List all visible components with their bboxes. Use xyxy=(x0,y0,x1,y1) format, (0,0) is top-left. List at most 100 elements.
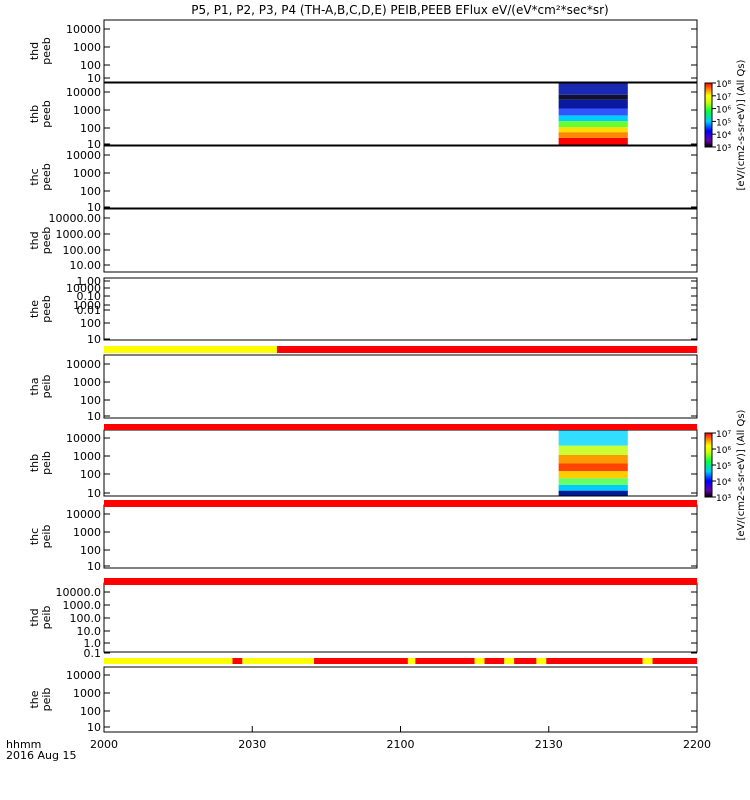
colorbar-label: [eV/(cm2-s-sr-eV)] (All Qs) xyxy=(736,409,747,540)
colorbar-tick-label: 10⁴ xyxy=(716,478,731,488)
spectrogram-band xyxy=(558,463,628,472)
y-tick-label: 100 xyxy=(80,705,101,718)
spectrogram-band xyxy=(558,478,628,485)
status-segment-red xyxy=(546,658,643,664)
y-tick-label: 100.0 xyxy=(70,612,102,625)
chart-title: P5, P1, P2, P3, P4 (TH-A,B,C,D,E) PEIB,P… xyxy=(191,3,608,17)
panel-label: peeb xyxy=(40,227,53,255)
panel-label: thc xyxy=(28,528,41,545)
status-bar xyxy=(104,578,697,585)
spectrogram-band xyxy=(558,137,628,145)
panel-frame xyxy=(103,582,698,653)
status-bar xyxy=(104,424,697,430)
status-segment-yellow xyxy=(104,346,277,353)
status-bars-layer xyxy=(104,346,697,664)
panel-the-peeb: 10000 1000 100 10 the peeb xyxy=(28,277,698,346)
panel-tha-peib: 10000 1000 100 10 tha peib xyxy=(28,354,698,423)
y-tick-label: 10 xyxy=(87,72,101,85)
y-tick-label: 100 xyxy=(80,544,101,557)
y-tick-label: 100 xyxy=(80,317,101,330)
y-tick-label: 1000 xyxy=(73,687,101,700)
colorbar: 10⁸ 10⁷ 10⁶ 10⁵ 10⁴ 10³ [eV/(cm2-s-sr-eV)] (Al… xyxy=(704,59,747,190)
y-tick-label: 10000 xyxy=(66,432,101,445)
colorbar-gradient xyxy=(704,432,713,498)
panel-frame xyxy=(103,208,698,273)
status-segment-red xyxy=(104,578,697,585)
status-segment-yellow xyxy=(242,658,315,664)
y-tick-label: 10.00 xyxy=(70,259,102,272)
panel-the-peib: 10000 1000 100 10 the peib xyxy=(28,666,698,734)
panel-frame xyxy=(103,145,698,209)
status-segment-yellow xyxy=(407,658,416,664)
x-tick-label: 2100 xyxy=(387,738,415,751)
y-tick-label: 1000 xyxy=(73,299,101,312)
panel-label: tha xyxy=(28,377,41,395)
panel-thc-peeb: 10000 1000 100 10 thc peeb xyxy=(28,145,698,214)
status-segment-red xyxy=(415,658,475,664)
status-segment-red xyxy=(104,500,697,507)
y-tick-label: 100 xyxy=(80,122,101,135)
panel-label: peib xyxy=(40,451,53,475)
colorbar-tick-label: 10⁸ xyxy=(716,80,731,90)
panel-thd-peeb: 10000.00 1000.00 100.00 10.00 1.00 0.100.01 th… xyxy=(28,208,698,317)
panel-label: thc xyxy=(28,168,41,185)
status-segment-red xyxy=(232,658,243,664)
y-tick-label: 10000 xyxy=(66,508,101,521)
colorbar: 10⁷ 10⁶ 10⁵ 10⁴ 10³ [eV/(cm2-s-sr-eV)] (All Q… xyxy=(704,409,747,540)
panel-label: thb xyxy=(28,105,41,123)
status-segment-red xyxy=(514,658,537,664)
spectrogram-band xyxy=(558,484,628,491)
y-tick-label: 1000.00 xyxy=(56,228,102,241)
spectrogram-band xyxy=(558,454,628,464)
y-tick-label: 100 xyxy=(80,59,101,72)
y-tick-label: 10.0 xyxy=(77,625,102,638)
y-tick-label: 10 xyxy=(87,721,101,734)
colorbar-tick-label: 10⁶ xyxy=(716,446,731,456)
status-segment-yellow xyxy=(642,658,653,664)
status-segment-red xyxy=(652,658,697,664)
spectrogram-band xyxy=(558,94,628,100)
panel-label: thd xyxy=(28,608,41,626)
spectrogram-band xyxy=(558,108,628,116)
y-tick-label: 1000 xyxy=(73,450,101,463)
y-tick-label: 10 xyxy=(87,560,101,573)
y-tick-label: 10000 xyxy=(66,86,101,99)
y-tick-label: 10000 xyxy=(66,282,101,295)
colorbar-gradient xyxy=(704,82,713,148)
panel-thb-peib: 10000 1000 100 10 thb peib xyxy=(28,429,698,500)
spectrogram-band xyxy=(558,445,628,455)
status-segment-yellow xyxy=(504,658,515,664)
x-tick-label: 2200 xyxy=(683,738,711,751)
y-tick-label: 1000 xyxy=(73,167,101,180)
status-bar xyxy=(104,500,697,507)
panel-label: peeb xyxy=(40,295,53,323)
panel-label: the xyxy=(28,300,41,318)
panel-label: peeb xyxy=(40,163,53,191)
y-tick-label: 100 xyxy=(80,394,101,407)
y-tick-label: 1000.0 xyxy=(63,599,102,612)
y-tick-label: 1000 xyxy=(73,41,101,54)
panel-frame xyxy=(103,666,698,733)
colorbar-tick-label: 10³ xyxy=(716,144,731,154)
colorbars-layer: 10⁸ 10⁷ 10⁶ 10⁵ 10⁴ 10³ [eV/(cm2-s-sr-eV)] (Al… xyxy=(704,59,747,540)
panel-label: peib xyxy=(40,606,53,630)
colorbar-tick-label: 10⁶ xyxy=(716,106,731,116)
status-segment-red xyxy=(484,658,505,664)
x-tick-label: 2000 xyxy=(90,738,118,751)
y-tick-label: 1000 xyxy=(73,376,101,389)
spectrogram-band xyxy=(558,127,628,133)
colorbar-tick-label: 10⁵ xyxy=(716,118,731,128)
status-segment-yellow xyxy=(474,658,485,664)
y-tick-label: 10000 xyxy=(66,149,101,162)
spectrogram-band xyxy=(558,490,628,496)
colorbar-tick-label: 10⁷ xyxy=(716,430,731,440)
panel-frame xyxy=(103,277,698,341)
status-bar xyxy=(104,346,697,353)
date-label: 2016 Aug 15 xyxy=(6,749,76,762)
spectrogram-band xyxy=(558,115,628,122)
status-segment-yellow xyxy=(104,658,233,664)
y-tick-label: 1000 xyxy=(73,526,101,539)
y-tick-label: 1000 xyxy=(73,104,101,117)
